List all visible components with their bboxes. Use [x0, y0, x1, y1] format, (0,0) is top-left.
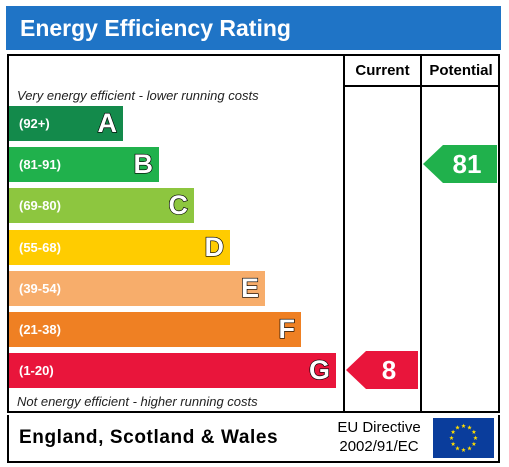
band-range-a: (92+): [19, 116, 50, 131]
inefficient-note: Not energy efficient - higher running co…: [17, 394, 258, 409]
band-b: (81-91) B: [9, 147, 159, 182]
eu-flag-star: [450, 429, 456, 434]
eu-flag-star: [455, 425, 460, 430]
potential-column-divider: [420, 56, 422, 411]
eu-directive: EU Directive 2002/91/EC: [327, 418, 431, 456]
directive-line-1: EU Directive: [337, 419, 421, 436]
band-range-b: (81-91): [19, 157, 61, 172]
band-range-c: (69-80): [19, 198, 61, 213]
band-e: (39-54) E: [9, 271, 265, 306]
band-f: (21-38) F: [9, 312, 301, 347]
potential-pointer-shape: [423, 145, 497, 183]
country-label: England, Scotland & Wales: [19, 427, 279, 448]
eu-flag-star: [450, 441, 456, 446]
current-column-header: Current: [355, 62, 410, 79]
current-column-divider: [343, 56, 345, 411]
eu-flag-star: [471, 429, 477, 434]
band-range-e: (39-54): [19, 281, 61, 296]
current-rating-value: 8: [381, 354, 397, 385]
eu-flag-star: [455, 445, 460, 451]
header-divider: [343, 85, 498, 87]
band-letter-c: C: [168, 189, 189, 220]
efficient-note: Very energy efficient - lower running co…: [17, 88, 259, 103]
page-title: Energy Efficiency Rating: [20, 14, 291, 41]
eu-flag-star: [461, 423, 466, 428]
band-letter-f: F: [278, 313, 296, 344]
band-letter-b: B: [133, 148, 154, 179]
band-letter-g: G: [308, 354, 330, 385]
potential-pointer-arrow: [423, 145, 497, 183]
current-rating-pointer: 8: [346, 351, 418, 389]
band-g: (1-20) G: [9, 353, 336, 388]
eu-flag-star: [461, 447, 466, 452]
rating-chart: Current Potential Very energy efficient …: [7, 54, 500, 413]
band-letter-a: A: [97, 107, 118, 138]
title-bar: Energy Efficiency Rating: [6, 6, 501, 50]
directive-line-2: 2002/91/EC: [339, 438, 419, 455]
potential-column-header: Potential: [429, 62, 493, 79]
band-letter-d: D: [204, 231, 225, 262]
current-pointer-arrow: [346, 351, 418, 389]
eu-flag-star: [449, 435, 454, 440]
eu-flag-star: [467, 445, 472, 451]
current-pointer-shape: [346, 351, 418, 389]
band-range-g: (1-20): [19, 363, 54, 378]
potential-rating-pointer: 81: [423, 145, 497, 183]
potential-rating-value: 81: [452, 148, 482, 179]
band-a: (92+) A: [9, 106, 123, 141]
band-range-d: (55-68): [19, 240, 61, 255]
band-d: (55-68) D: [9, 230, 230, 265]
eu-flag-icon: [433, 418, 494, 458]
band-range-f: (21-38): [19, 322, 61, 337]
band-c: (69-80) C: [9, 188, 194, 223]
eu-flag-star: [471, 441, 477, 446]
footer: England, Scotland & Wales EU Directive 2…: [7, 415, 500, 463]
eu-flag-star: [473, 435, 478, 440]
eu-flag-star: [467, 425, 472, 430]
band-letter-e: E: [240, 272, 259, 303]
